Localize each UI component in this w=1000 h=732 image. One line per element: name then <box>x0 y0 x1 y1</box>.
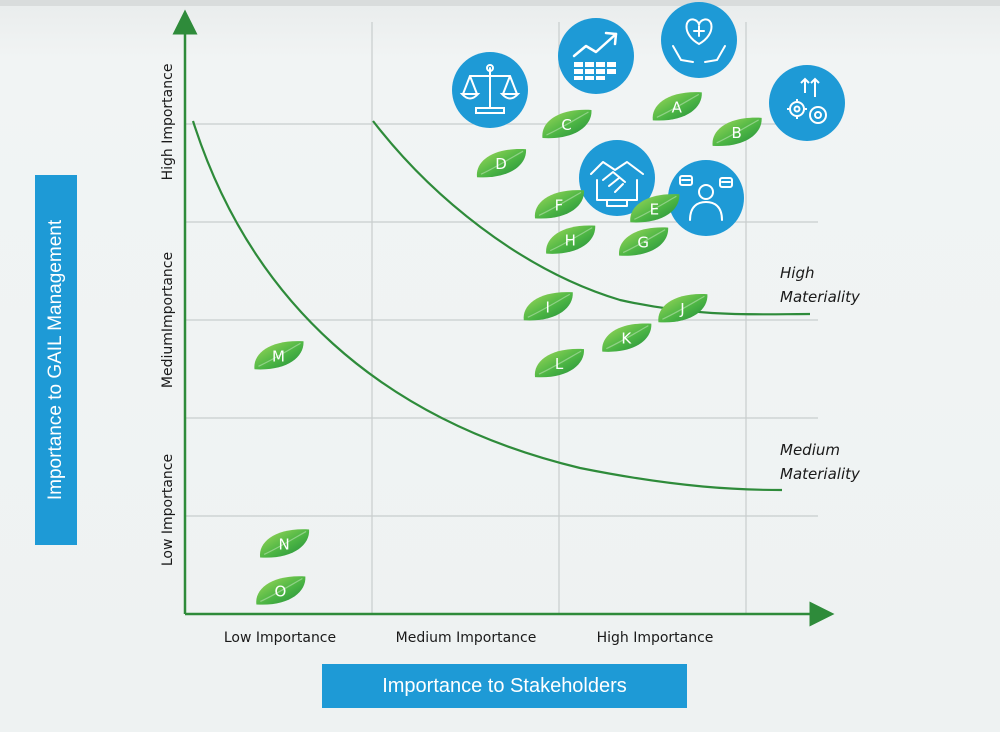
medium-materiality-label-line1: Medium <box>780 441 840 459</box>
point-label: C <box>561 116 571 134</box>
handshake-icon <box>579 140 655 216</box>
data-points: A B C D E F G H I J K L M N O <box>253 91 763 606</box>
medium-materiality-label: Medium Materiality <box>780 441 861 483</box>
point-m: M <box>253 340 305 371</box>
point-i: I <box>522 291 574 322</box>
point-label: H <box>565 232 576 250</box>
y-axis-title: Importance to GAIL Management <box>35 175 77 545</box>
medium-materiality-curve <box>191 120 783 492</box>
heart-care-icon <box>661 2 737 78</box>
growth-chart-icon <box>558 18 634 94</box>
high-materiality-label-line2: Materiality <box>780 288 861 306</box>
x-axis-title: Importance to Stakeholders <box>322 664 687 708</box>
point-label: D <box>495 155 507 173</box>
point-b: B <box>711 117 763 147</box>
point-label: N <box>278 535 289 553</box>
point-c: C <box>541 109 593 139</box>
y-axis-title-text: Importance to GAIL Management <box>45 219 67 501</box>
point-h: H <box>545 224 596 255</box>
y-tick-label-low: Low Importance <box>160 454 176 566</box>
scales-of-justice-icon <box>452 52 528 128</box>
point-j: J <box>657 293 709 324</box>
point-label: I <box>546 298 550 316</box>
medium-materiality-label-line2: Materiality <box>780 465 861 483</box>
employee-icon <box>668 160 744 236</box>
top-strip <box>0 0 1000 6</box>
point-label: K <box>621 330 632 348</box>
point-label: A <box>672 98 683 116</box>
point-k: K <box>601 322 652 353</box>
point-label: L <box>555 355 564 373</box>
point-label: B <box>732 124 742 142</box>
point-g: G <box>618 226 669 257</box>
x-axis-title-text: Importance to Stakeholders <box>382 674 627 697</box>
high-materiality-label: High Materiality <box>780 264 861 306</box>
point-label: E <box>650 200 659 218</box>
point-d: D <box>476 148 527 179</box>
y-tick-label-medium: MediumImportance <box>160 252 176 388</box>
point-label: O <box>274 582 286 600</box>
high-materiality-curve <box>372 120 811 316</box>
point-n: N <box>259 528 310 559</box>
point-e: E <box>629 193 681 224</box>
gears-growth-icon <box>769 65 845 141</box>
point-label: G <box>637 234 649 252</box>
x-tick-label-low: Low Importance <box>224 630 336 646</box>
point-label: J <box>679 300 684 318</box>
point-label: M <box>272 347 285 365</box>
point-a: A <box>652 91 703 122</box>
x-tick-label-high: High Importance <box>597 630 714 646</box>
point-l: L <box>534 348 585 378</box>
x-tick-label-medium: Medium Importance <box>396 630 537 646</box>
point-label: F <box>555 196 564 214</box>
point-o: O <box>255 575 307 606</box>
high-materiality-label-line1: High <box>780 264 814 282</box>
y-tick-label-high: High Importance <box>160 64 176 181</box>
point-f: F <box>534 189 585 220</box>
